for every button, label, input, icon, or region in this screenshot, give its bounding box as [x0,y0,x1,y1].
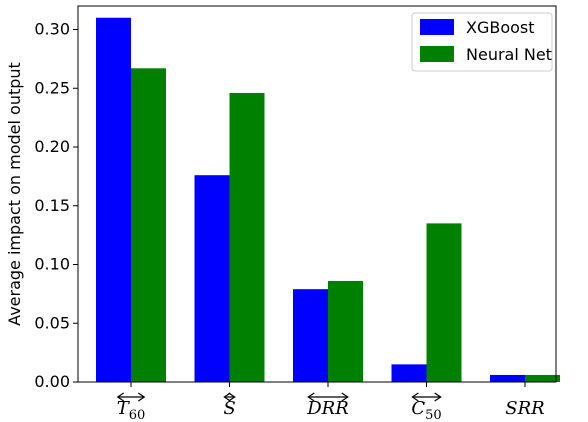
x-category-base: SRR [505,398,544,419]
x-category-base: T [117,398,131,419]
bar-xgboost [490,374,525,382]
x-tick-label: C50 [411,392,442,422]
legend-label: Neural Net [466,45,552,64]
bar-neural-net [426,223,462,382]
x-category-text: DRR [306,398,349,419]
double-arrow-icon [411,392,442,402]
x-category-text: T60 [117,398,146,422]
bar-neural-net [131,68,166,383]
bar-neural-net [229,92,265,382]
bar-xgboost [96,17,131,382]
legend-item: Neural Net [420,45,552,64]
x-category-base: C [411,398,425,419]
x-tick-label: T60 [116,392,146,422]
y-tick-label: 0.15 [34,196,70,215]
x-axis: T60 S DRR C50 SRR [116,382,545,422]
y-tick-label: 0.10 [34,255,70,274]
legend-swatch [420,46,454,62]
y-tick-label: 0.30 [34,20,70,39]
legend-item: XGBoost [420,18,535,37]
legend-swatch [420,19,454,35]
y-tick-label: 0.25 [34,78,70,97]
bar-xgboost [293,289,328,382]
plot-frame [77,5,557,383]
x-category-subscript: 50 [425,408,442,422]
x-tick-label: S [223,392,236,419]
double-arrow-icon [307,392,349,402]
bars [96,17,560,383]
bar-xgboost [194,175,230,382]
x-category-base: DRR [306,398,349,419]
x-category-subscript: 60 [129,408,146,422]
x-tick-label: SRR [505,398,544,419]
x-category-text: SRR [505,398,544,419]
y-tick-label: 0.20 [34,137,70,156]
x-category-base: S [223,398,235,419]
y-axis-title: Average impact on model output [5,62,24,326]
y-tick-label: 0.00 [34,372,70,391]
x-category-text: C50 [411,398,441,422]
y-axis: 0.00 0.05 0.10 0.15 0.20 0.25 0.30 [34,20,78,391]
bar-neural-net [525,374,560,382]
x-tick-label: DRR [306,392,349,419]
bar-neural-net [328,280,363,382]
legend: XGBoost Neural Net [411,12,553,72]
y-tick-label: 0.05 [34,313,70,332]
double-arrow-icon [116,392,146,402]
legend-label: XGBoost [466,18,535,37]
double-arrow-icon [223,392,236,402]
x-category-text: S [223,398,235,419]
bar-xgboost [391,364,427,382]
